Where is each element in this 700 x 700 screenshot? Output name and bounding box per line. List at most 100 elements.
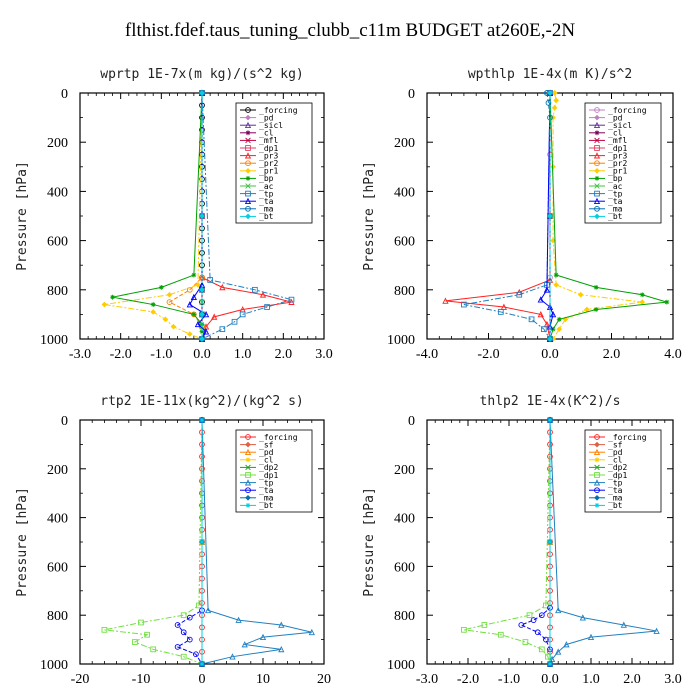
data-point xyxy=(481,622,488,628)
series-line xyxy=(549,419,657,665)
panel-4: thlp2 1E-4x(K^2)/s Pressure [hPa] 0 200 400 6… xyxy=(362,394,682,687)
data-point xyxy=(555,648,562,655)
legend-label: _bt xyxy=(608,501,623,510)
data-point xyxy=(101,301,108,308)
data-point xyxy=(259,633,267,641)
x-tick-label: -10 xyxy=(132,672,151,687)
data-point xyxy=(593,284,599,290)
data-point xyxy=(211,313,218,320)
panel-title: wpthlp 1E-4x(m K)/s^2 xyxy=(468,67,632,82)
legend-label: _sicl xyxy=(608,121,632,130)
y-tick-label: 600 xyxy=(47,235,68,250)
data-point xyxy=(497,631,504,638)
data-point xyxy=(664,299,670,305)
y-tick-label: 1000 xyxy=(387,333,415,348)
data-point xyxy=(199,417,205,423)
series-line xyxy=(201,419,312,665)
y-tick-label: 200 xyxy=(47,463,68,478)
data-point xyxy=(235,616,242,623)
legend-marker xyxy=(245,176,251,181)
data-point xyxy=(545,99,552,106)
data-point xyxy=(199,329,205,335)
legend-marker xyxy=(245,472,251,478)
panel-2: wpthlp 1E-4x(m K)/s^2 Pressure [hPa] 0 200 4… xyxy=(362,67,682,362)
data-point xyxy=(150,302,156,307)
series-bt xyxy=(199,90,205,342)
legend-marker xyxy=(244,448,252,456)
data-point xyxy=(639,292,645,298)
legend-label: _dp1 xyxy=(259,471,278,480)
legend-label: _pd xyxy=(259,448,274,457)
figure-title: flthist.fdef.taus_tuning_clubb_c11m BUDG… xyxy=(124,20,576,41)
data-point xyxy=(639,299,646,305)
legend: _forcing_pd_sicl_cl_mfl_dp1_pr3_pr2_pr1_… xyxy=(235,102,313,224)
data-point xyxy=(550,163,556,170)
legend-label: _tp xyxy=(259,478,274,487)
legend-label: _pr3 xyxy=(259,151,278,160)
legend: _forcing_sf_pd_cl_dp2_dp1_tp_ta_ma_bt xyxy=(584,429,662,513)
data-point xyxy=(537,296,544,303)
y-tick-label: 1000 xyxy=(40,658,68,673)
x-tick-label: 2.0 xyxy=(275,347,293,362)
x-tick-label: 10 xyxy=(256,672,270,687)
data-point xyxy=(461,626,467,633)
legend-label: _bt xyxy=(608,212,623,221)
data-point xyxy=(204,606,212,614)
legend-marker xyxy=(594,464,600,471)
panel-3: rtp2 1E-11x(kg^2)/(kg^2 s) Pressure [hPa]… xyxy=(15,394,331,687)
data-point xyxy=(180,629,187,636)
legend-marker xyxy=(245,160,251,167)
data-point xyxy=(180,612,187,619)
y-tick-label: 200 xyxy=(394,463,415,478)
legend: _forcing_pd_sicl_cl_mfl_dp1_pr3_pr2_pr1_… xyxy=(584,102,662,224)
data-point xyxy=(541,326,547,333)
data-point xyxy=(500,303,508,310)
legend-marker xyxy=(245,145,251,151)
data-point xyxy=(199,213,205,219)
data-point xyxy=(555,606,562,614)
data-point xyxy=(537,310,544,318)
legend-marker xyxy=(594,434,600,440)
data-point xyxy=(550,326,556,332)
legend-label: _dp2 xyxy=(608,463,627,472)
legend-marker xyxy=(245,503,251,508)
data-point xyxy=(528,316,535,323)
legend-marker xyxy=(245,137,251,144)
y-tick-label: 400 xyxy=(394,185,415,200)
legend-label: _mfl xyxy=(608,136,627,145)
data-point xyxy=(199,661,205,667)
x-tick-label: -3.0 xyxy=(416,672,438,687)
series-ta xyxy=(186,89,210,342)
data-point xyxy=(579,614,586,621)
x-tick-label: 20 xyxy=(317,672,331,687)
x-tick-label: -1.0 xyxy=(150,347,172,362)
data-point xyxy=(219,326,226,333)
series-pr3 xyxy=(442,89,554,342)
data-point xyxy=(199,90,205,96)
legend-marker xyxy=(594,457,600,463)
legend-label: _ta xyxy=(259,486,274,495)
data-point xyxy=(278,645,285,653)
data-point xyxy=(186,614,193,621)
legend-label: _forcing xyxy=(259,106,298,115)
legend: _forcing_sf_pd_cl_dp2_dp1_tp_ta_ma_bt xyxy=(235,429,313,513)
series-bt xyxy=(199,417,205,667)
panel-title: thlp2 1E-4x(K^2)/s xyxy=(480,394,621,409)
legend-marker xyxy=(594,145,600,151)
data-point xyxy=(530,617,537,623)
data-point xyxy=(543,602,549,609)
legend-label: _pr2 xyxy=(259,159,278,168)
legend-marker xyxy=(245,205,251,212)
legend-label: _ta xyxy=(259,197,274,206)
legend-marker xyxy=(594,213,600,220)
data-point xyxy=(522,639,529,645)
x-tick-label: 1.0 xyxy=(234,347,252,362)
x-tick-label: 0.0 xyxy=(193,347,211,362)
series-line xyxy=(463,419,551,665)
legend-label: _tp xyxy=(608,478,623,487)
data-point xyxy=(207,277,213,283)
data-point xyxy=(101,626,108,633)
legend-marker xyxy=(593,448,601,456)
data-point xyxy=(186,331,193,337)
data-point xyxy=(563,641,570,648)
